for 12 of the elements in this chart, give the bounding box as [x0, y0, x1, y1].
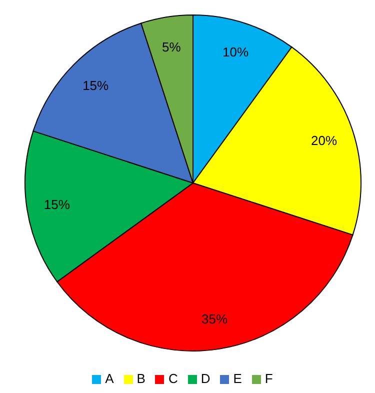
- data-label: 20%: [311, 132, 338, 148]
- data-label: 15%: [82, 78, 110, 94]
- legend-label: B: [136, 371, 146, 386]
- data-label: 15%: [44, 197, 70, 212]
- legend-label: E: [233, 371, 242, 386]
- legend-label: F: [264, 371, 273, 386]
- data-label: 5%: [162, 39, 182, 54]
- legend-label: A: [105, 371, 114, 386]
- data-label: 10%: [222, 44, 250, 60]
- legend-label: C: [168, 371, 178, 386]
- data-label: 35%: [202, 312, 228, 327]
- legend-label: D: [200, 371, 210, 386]
